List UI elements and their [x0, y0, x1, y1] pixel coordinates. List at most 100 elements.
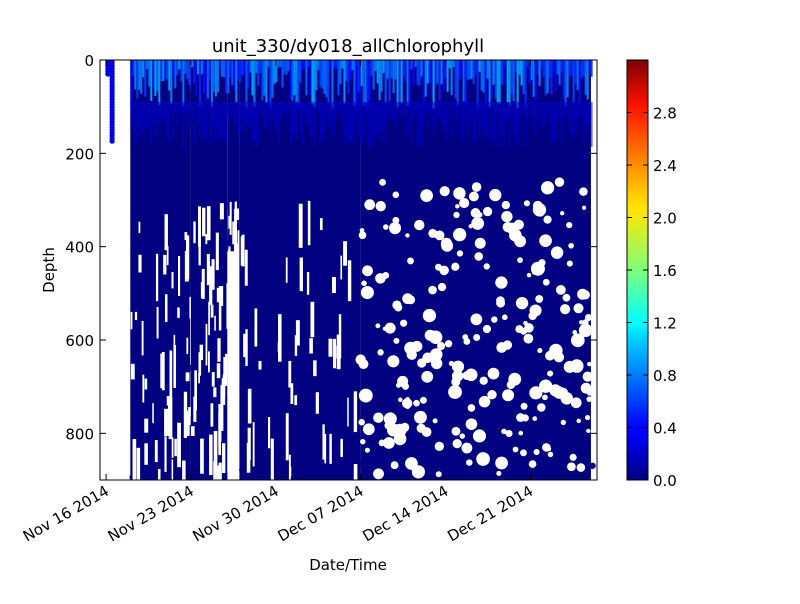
profile-3	[129, 60, 195, 480]
surface-sample	[452, 60, 455, 68]
data-gap	[384, 421, 393, 430]
midwater-sample	[319, 102, 322, 143]
data-gap	[230, 318, 233, 342]
data-gap	[453, 227, 467, 242]
surface-sample	[263, 60, 266, 96]
surface-sample	[412, 60, 415, 86]
surface-sample	[416, 60, 419, 85]
deep-point	[273, 469, 280, 476]
midwater-sample	[289, 102, 292, 146]
data-gap	[537, 403, 546, 412]
data-gap	[482, 324, 492, 334]
data-gap	[580, 382, 592, 394]
profile-4	[190, 60, 231, 480]
surface-sample	[572, 60, 575, 102]
midwater-sample	[253, 102, 256, 142]
data-gap	[166, 246, 169, 266]
data-gap	[582, 371, 593, 382]
surface-sample	[480, 60, 483, 91]
data-gap	[550, 246, 564, 259]
midwater-sample	[249, 102, 252, 125]
data-gap	[313, 360, 317, 377]
midwater-sample	[380, 102, 383, 142]
colorbar-tick-label: 0.8	[653, 367, 677, 385]
midwater-sample	[176, 102, 179, 124]
midwater-sample	[132, 102, 135, 117]
surface-sample	[374, 60, 377, 71]
data-gap	[237, 430, 241, 454]
surface-sample	[484, 60, 487, 106]
data-gap	[226, 283, 230, 329]
surface-sample	[224, 60, 227, 94]
data-gap	[554, 177, 565, 187]
surface-sample	[229, 60, 232, 78]
midwater-sample	[216, 102, 219, 144]
x-tick-label: Nov 16 2014	[20, 482, 112, 546]
colorbar-tick-label: 1.6	[653, 262, 677, 280]
surface-sample	[311, 60, 314, 105]
surface-sample	[550, 60, 553, 95]
data-marks	[105, 60, 596, 480]
surface-sample	[388, 60, 391, 102]
surface-sample	[476, 60, 479, 108]
midwater-sample	[504, 102, 507, 120]
deep-point	[322, 464, 329, 471]
midwater-sample	[235, 102, 238, 125]
data-gap	[235, 208, 240, 220]
midwater-sample	[516, 102, 519, 142]
surface-sample	[522, 60, 525, 95]
midwater-sample	[372, 102, 375, 142]
data-gap	[453, 211, 460, 219]
data-gap	[474, 252, 484, 261]
data-gap	[535, 295, 544, 303]
data-gap	[184, 232, 188, 241]
surface-sample	[574, 60, 577, 85]
data-gap	[206, 254, 210, 286]
surface-sample	[516, 60, 519, 109]
surface-sample	[227, 60, 230, 94]
data-gap	[470, 313, 483, 326]
midwater-sample	[484, 102, 487, 137]
data-gap	[328, 338, 333, 357]
midwater-sample	[186, 102, 189, 134]
midwater-sample	[426, 102, 429, 127]
surface-sample	[578, 60, 581, 103]
data-gap	[417, 358, 427, 368]
data-gap	[362, 265, 373, 277]
data-gap	[501, 314, 508, 321]
surface-sample	[432, 60, 435, 109]
surface-sample	[568, 60, 571, 76]
deep-point	[383, 460, 391, 467]
surface-sample	[576, 60, 579, 91]
surface-sample	[512, 60, 515, 102]
midwater-sample	[339, 102, 342, 111]
midwater-sample	[142, 102, 145, 134]
data-gap	[211, 259, 215, 290]
midwater-sample	[283, 102, 286, 114]
data-gap	[566, 222, 573, 229]
data-gap	[254, 308, 258, 347]
surface-sample	[518, 60, 521, 75]
data-gap	[141, 320, 144, 356]
midwater-sample	[148, 102, 151, 136]
data-gap	[219, 203, 224, 220]
surface-sample	[528, 60, 531, 84]
midwater-sample	[341, 102, 344, 125]
deep-point	[281, 462, 289, 470]
data-gap	[509, 229, 522, 242]
surface-sample	[218, 60, 221, 69]
deep-point	[190, 473, 197, 480]
midwater-sample	[182, 102, 185, 149]
surface-sample	[210, 60, 213, 108]
surface-sample	[532, 60, 535, 97]
deep-point	[396, 457, 403, 464]
midwater-sample	[414, 102, 417, 114]
data-gap	[529, 386, 543, 400]
data-gap	[200, 282, 203, 299]
midwater-sample	[568, 102, 571, 134]
midwater-sample	[480, 102, 483, 128]
surface-sample	[458, 60, 461, 81]
data-gap	[501, 210, 513, 223]
midwater-sample	[313, 102, 316, 147]
data-gap	[572, 330, 578, 335]
